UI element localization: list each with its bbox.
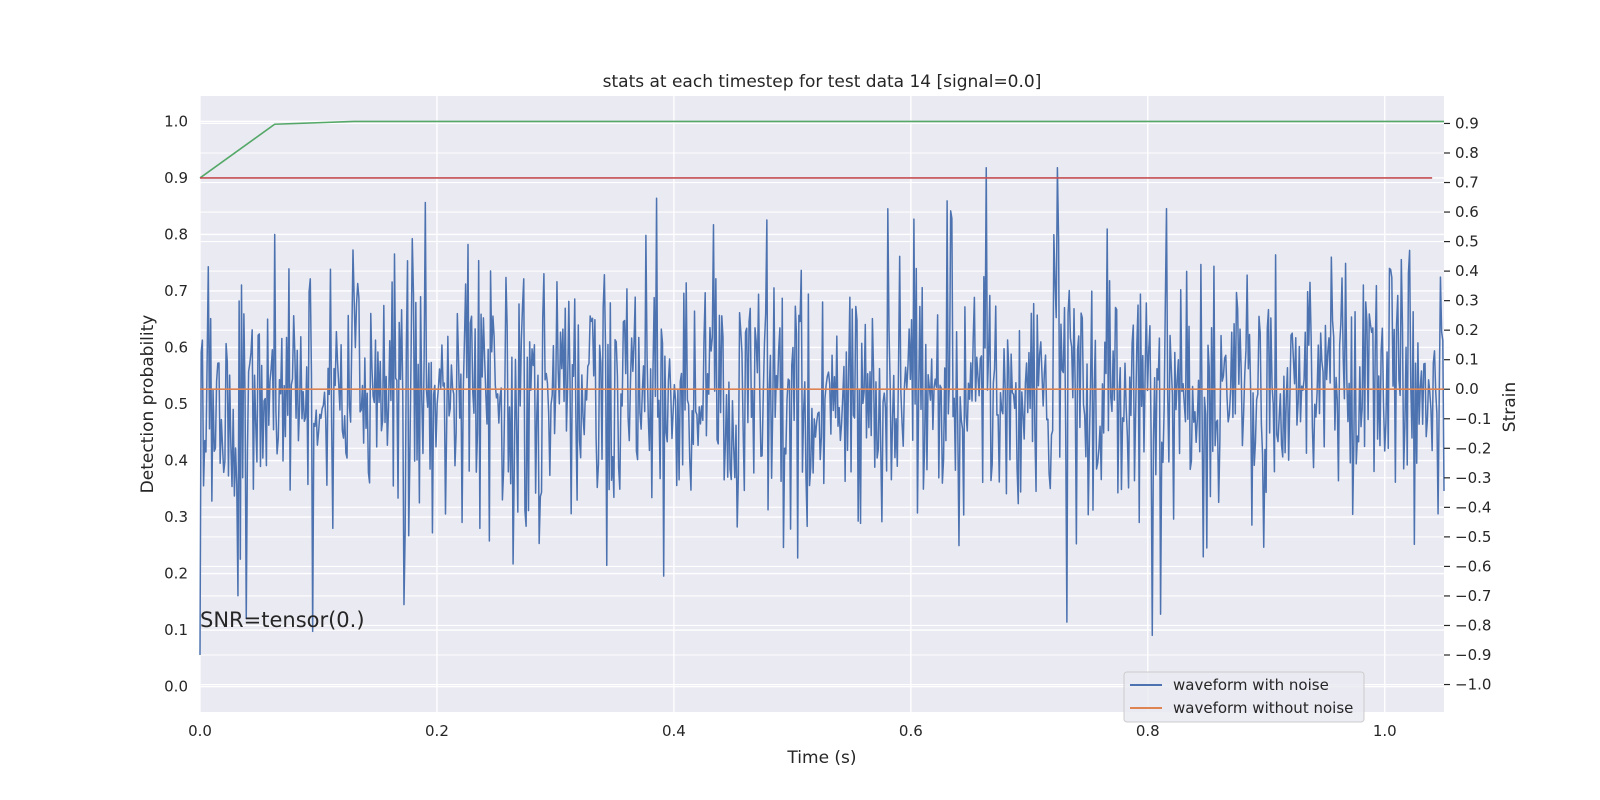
chart-title: stats at each timestep for test data 14 … (603, 72, 1042, 92)
y2-tick-label-19: 0.9 (1455, 114, 1479, 132)
y-tick-label-7: 0.7 (164, 282, 188, 300)
y2-tick-label-16: 0.6 (1455, 203, 1479, 221)
y2-tick-label-17: 0.7 (1455, 174, 1479, 192)
y2-tick-label-13: 0.3 (1455, 292, 1479, 310)
y2-axis-label: Strain (1500, 382, 1520, 432)
x-tick-label-1: 0.2 (425, 722, 449, 740)
y2-tick-label-14: 0.4 (1455, 262, 1479, 280)
x-tick-label-2: 0.4 (662, 722, 686, 740)
x-tick-label-0: 0.0 (188, 722, 212, 740)
y-tick-label-8: 0.8 (164, 225, 188, 243)
y2-tick-label-1: −0.9 (1455, 646, 1491, 664)
y-tick-label-0: 0.0 (164, 678, 188, 696)
y-axis-label: Detection probability (138, 315, 158, 494)
snr-annotation: SNR=tensor(0.) (200, 608, 365, 632)
y-tick-label-5: 0.5 (164, 395, 188, 413)
legend-label-noise: waveform with noise (1173, 676, 1329, 694)
y2-tick-label-6: −0.4 (1455, 498, 1491, 516)
ticks: 0.0 0.2 0.4 0.6 0.8 1.0 0.0 0.1 0.2 0.3 0.4 0.5 0.6 0… (164, 112, 1491, 740)
series-detection-probability (199, 120, 1444, 179)
y2-tick-label-15: 0.5 (1455, 233, 1479, 251)
y2-tick-label-2: −0.8 (1455, 616, 1491, 634)
y-tick-label-2: 0.2 (164, 565, 188, 583)
y2-tick-label-8: −0.2 (1455, 439, 1491, 457)
y2-tick-label-12: 0.2 (1455, 321, 1479, 339)
y-tick-label-4: 0.4 (164, 452, 188, 470)
x-axis-label: Time (s) (786, 748, 856, 768)
data-lines (199, 120, 1445, 656)
y2-tick-label-18: 0.8 (1455, 144, 1479, 162)
x-tick-label-4: 0.8 (1136, 722, 1160, 740)
y2-tick-label-9: −0.1 (1455, 410, 1491, 428)
y2-tick-label-3: −0.7 (1455, 587, 1491, 605)
y-tick-label-10: 1.0 (164, 112, 188, 130)
y2-tick-label-10: 0.0 (1455, 380, 1479, 398)
series-waveform-with-noise (199, 167, 1445, 656)
legend: waveform with noise waveform without noi… (1123, 671, 1365, 723)
legend-label-clean: waveform without noise (1173, 699, 1353, 717)
y2-tick-label-0: −1.0 (1455, 676, 1491, 694)
x-tick-label-5: 1.0 (1373, 722, 1397, 740)
x-tick-label-3: 0.6 (899, 722, 923, 740)
y2-tick-label-7: −0.3 (1455, 469, 1491, 487)
y-tick-label-1: 0.1 (164, 621, 188, 639)
y2-tick-label-5: −0.5 (1455, 528, 1491, 546)
y-tick-label-3: 0.3 (164, 508, 188, 526)
y-tick-label-9: 0.9 (164, 169, 188, 187)
legend-box (1123, 671, 1365, 723)
y-tick-label-6: 0.6 (164, 338, 188, 356)
y2-tick-label-4: −0.6 (1455, 557, 1491, 575)
y2-tick-label-11: 0.1 (1455, 351, 1479, 369)
